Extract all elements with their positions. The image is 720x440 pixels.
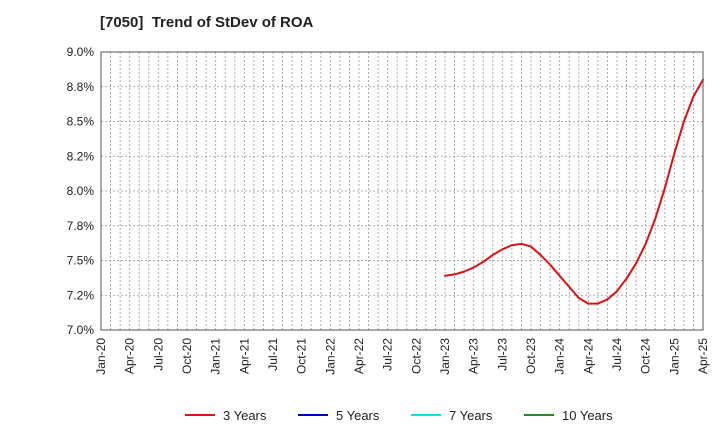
x-tick-label: Oct-24 bbox=[639, 338, 653, 374]
x-tick-label: Apr-24 bbox=[581, 338, 595, 374]
legend-label-7-years: 7 Years bbox=[449, 408, 493, 423]
grid-layer bbox=[101, 51, 703, 331]
legend-label-10-years: 10 Years bbox=[562, 408, 613, 423]
x-tick-label: Apr-21 bbox=[237, 338, 251, 374]
x-tick-label: Oct-23 bbox=[524, 338, 538, 374]
x-tick-label: Apr-23 bbox=[467, 338, 481, 374]
x-tick-label: Oct-21 bbox=[295, 338, 309, 374]
y-tick-label: 8.2% bbox=[67, 149, 95, 163]
legend-label-5-years: 5 Years bbox=[336, 408, 380, 423]
x-tick-label: Jan-24 bbox=[553, 338, 567, 375]
y-axis-ticks: 9.0% 8.8% 8.5% 8.2% 8.0% 7.8% 7.5% 7.2% 7.0% bbox=[67, 45, 95, 337]
x-tick-label: Jul-23 bbox=[495, 338, 509, 371]
y-tick-label: 9.0% bbox=[67, 45, 95, 59]
legend: 3 Years 5 Years 7 Years 10 Years bbox=[185, 408, 613, 423]
x-tick-label: Jan-22 bbox=[323, 338, 337, 375]
x-tick-label: Apr-20 bbox=[123, 338, 137, 374]
series-line-3-years bbox=[444, 78, 704, 305]
x-tick-label: Jan-23 bbox=[438, 338, 452, 375]
x-tick-label: Jul-24 bbox=[610, 338, 624, 371]
x-tick-label: Jan-25 bbox=[667, 338, 681, 375]
y-tick-label: 7.2% bbox=[67, 288, 95, 302]
x-tick-label: Oct-22 bbox=[409, 338, 423, 374]
legend-label-3-years: 3 Years bbox=[223, 408, 267, 423]
x-tick-label: Jul-20 bbox=[151, 338, 165, 371]
x-tick-label: Apr-25 bbox=[696, 338, 710, 374]
x-tick-label: Jan-20 bbox=[94, 338, 108, 375]
y-tick-label: 8.8% bbox=[67, 80, 95, 94]
plot-frame bbox=[100, 51, 704, 331]
x-tick-label: Jul-22 bbox=[381, 338, 395, 371]
series-layer bbox=[444, 78, 704, 305]
x-tick-label: Oct-20 bbox=[180, 338, 194, 374]
chart-title: [7050] Trend of StDev of ROA bbox=[100, 14, 314, 31]
x-tick-label: Jul-21 bbox=[266, 338, 280, 371]
y-tick-label: 8.5% bbox=[67, 115, 95, 129]
x-tick-label: Apr-22 bbox=[352, 338, 366, 374]
y-tick-label: 7.5% bbox=[67, 254, 95, 268]
x-axis-ticks: Jan-20 Apr-20 Jul-20 Oct-20 Jan-21 Apr-21 Jul-… bbox=[94, 338, 710, 375]
x-tick-label: Jan-21 bbox=[209, 338, 223, 375]
y-tick-label: 7.8% bbox=[67, 219, 95, 233]
y-tick-label: 8.0% bbox=[67, 184, 95, 198]
y-tick-label: 7.0% bbox=[67, 323, 95, 337]
